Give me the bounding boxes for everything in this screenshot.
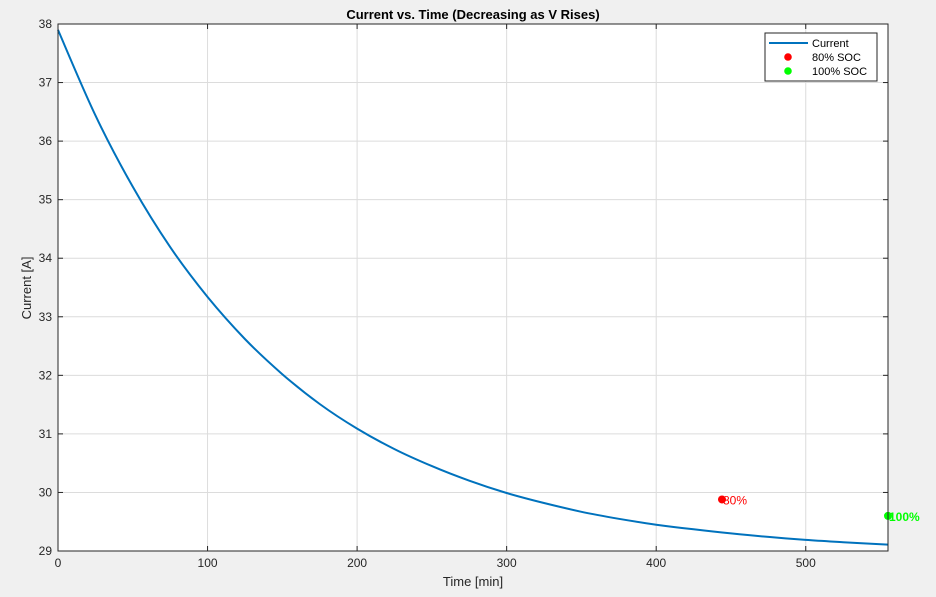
axis-ticks: 0 100 200 300 400 500 29 30 31 32 33 34 35 36 37 38 <box>39 17 888 570</box>
legend-100-soc-dot-icon <box>784 67 792 75</box>
plot-area: 80% 100% <box>57 29 920 546</box>
y-tick-label: 33 <box>39 310 53 324</box>
legend-100-soc-label: 100% SOC <box>812 66 867 78</box>
y-tick-label: 29 <box>39 544 53 558</box>
x-tick-label: 500 <box>796 556 816 570</box>
x-tick-label: 0 <box>55 556 62 570</box>
x-tick-label: 300 <box>497 556 517 570</box>
x-tick-label: 400 <box>646 556 666 570</box>
legend[interactable]: Current 80% SOC 100% SOC <box>764 32 878 82</box>
current-series-line <box>57 29 889 546</box>
legend-80-soc-dot-icon <box>784 53 792 61</box>
legend-current-label: Current <box>812 38 849 50</box>
80-soc-point-label: 80% <box>723 493 747 507</box>
y-axis-label: Current [A] <box>19 257 34 320</box>
x-tick-label: 100 <box>198 556 218 570</box>
legend-box <box>764 32 878 82</box>
y-tick-label: 31 <box>39 427 53 441</box>
y-tick-label: 37 <box>39 76 53 90</box>
80-soc-point <box>718 495 726 504</box>
x-axis-label: Time [min] <box>443 574 503 589</box>
y-tick-label: 35 <box>39 193 53 207</box>
grid-lines <box>57 23 888 552</box>
x-tick-label: 200 <box>347 556 367 570</box>
y-tick-label: 36 <box>39 134 53 148</box>
y-tick-label: 34 <box>39 251 53 265</box>
axes-area[interactable] <box>58 24 888 551</box>
axes-box <box>57 23 889 552</box>
100-soc-point-label: 100% <box>889 510 920 524</box>
legend-80-soc-label: 80% SOC <box>812 52 861 64</box>
chart-title: Current vs. Time (Decreasing as V Rises) <box>346 7 599 22</box>
y-tick-label: 38 <box>39 17 53 31</box>
y-tick-label: 30 <box>39 485 53 499</box>
y-tick-label: 32 <box>39 368 53 382</box>
